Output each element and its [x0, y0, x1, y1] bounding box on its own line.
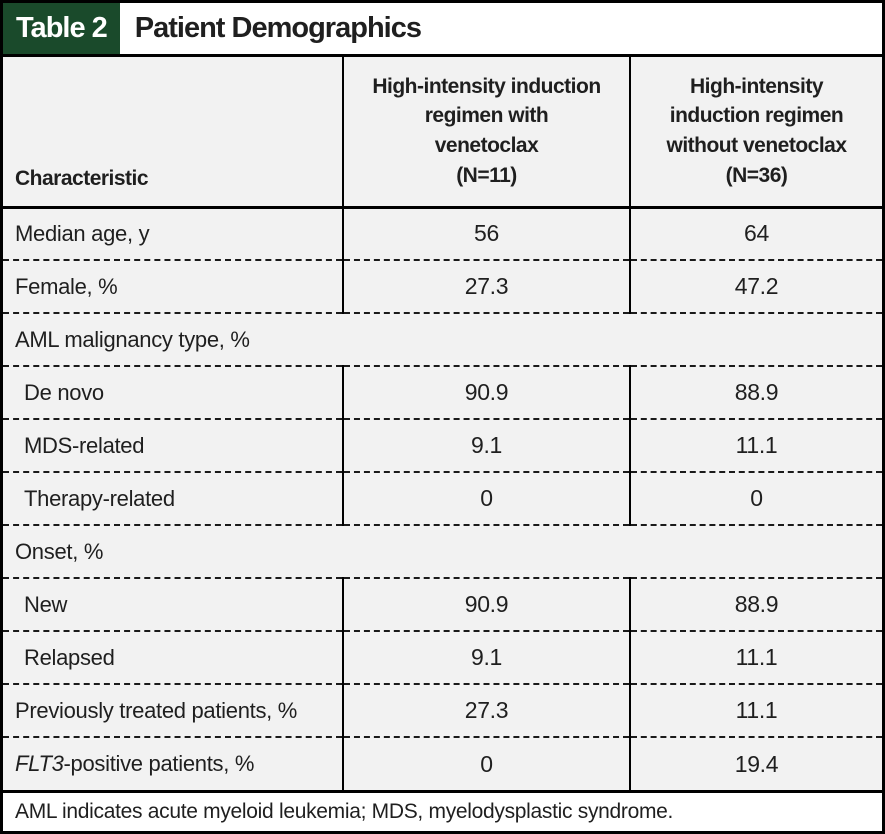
row-label: New — [3, 577, 343, 631]
table-footnote: AML indicates acute myeloid leukemia; MD… — [3, 790, 882, 831]
table-number-label: Table 2 — [16, 12, 108, 44]
row-value-without-venetoclax: 88.9 — [629, 365, 882, 419]
section-row: Onset, % — [3, 524, 882, 578]
table-row: Median age, y 56 64 — [3, 206, 882, 260]
section-label: AML malignancy type, % — [3, 312, 882, 366]
table-row: Female, % 27.3 47.2 — [3, 259, 882, 313]
table-row: De novo 90.9 88.9 — [3, 365, 882, 419]
row-value-without-venetoclax: 11.1 — [629, 630, 882, 684]
row-value-with-venetoclax: 9.1 — [342, 418, 630, 472]
column-header-with-venetoclax: High-intensity induction regimen with ve… — [342, 57, 630, 209]
table-number-badge: Table 2 — [3, 3, 120, 54]
table-row: Previously treated patients, % 27.3 11.1 — [3, 683, 882, 737]
row-value-without-venetoclax: 47.2 — [629, 259, 882, 313]
row-value-without-venetoclax: 0 — [629, 471, 882, 525]
table-row: Relapsed 9.1 11.1 — [3, 630, 882, 684]
row-label: MDS-related — [3, 418, 343, 472]
row-label: Previously treated patients, % — [3, 683, 343, 737]
row-value-with-venetoclax: 9.1 — [342, 630, 630, 684]
column-header-without-venetoclax: High-intensity induction regimen without… — [629, 57, 882, 209]
row-label: Female, % — [3, 259, 343, 313]
row-value-with-venetoclax: 27.3 — [342, 683, 630, 737]
row-value-with-venetoclax: 0 — [342, 471, 630, 525]
column-header-characteristic: Characteristic — [3, 57, 343, 209]
row-value-with-venetoclax: 27.3 — [342, 259, 630, 313]
gene-name-italic: FLT3 — [15, 751, 64, 776]
section-row: AML malignancy type, % — [3, 312, 882, 366]
row-value-without-venetoclax: 11.1 — [629, 418, 882, 472]
row-value-with-venetoclax: 56 — [342, 206, 630, 260]
demographics-table: Characteristic High-intensity induction … — [3, 57, 882, 790]
row-value-without-venetoclax: 88.9 — [629, 577, 882, 631]
section-label: Onset, % — [3, 524, 882, 578]
row-value-with-venetoclax: 90.9 — [342, 577, 630, 631]
row-value-with-venetoclax: 0 — [342, 736, 630, 790]
row-value-without-venetoclax: 11.1 — [629, 683, 882, 737]
table-title-bar: Table 2 Patient Demographics — [3, 3, 882, 57]
table-row: New 90.9 88.9 — [3, 577, 882, 631]
row-label-rest: -positive patients, % — [63, 751, 255, 776]
header-row: Characteristic High-intensity induction … — [3, 57, 882, 209]
row-label: FLT3-positive patients, % — [3, 736, 343, 790]
row-label: De novo — [3, 365, 343, 419]
row-value-without-venetoclax: 64 — [629, 206, 882, 260]
row-label: Relapsed — [3, 630, 343, 684]
table-title: Patient Demographics — [134, 12, 422, 44]
row-value-without-venetoclax: 19.4 — [629, 736, 882, 790]
row-value-with-venetoclax: 90.9 — [342, 365, 630, 419]
table-row: MDS-related 9.1 11.1 — [3, 418, 882, 472]
table-row: Therapy-related 0 0 — [3, 471, 882, 525]
row-label: Median age, y — [3, 206, 343, 260]
table-row: FLT3-positive patients, % 0 19.4 — [3, 736, 882, 790]
row-label: Therapy-related — [3, 471, 343, 525]
